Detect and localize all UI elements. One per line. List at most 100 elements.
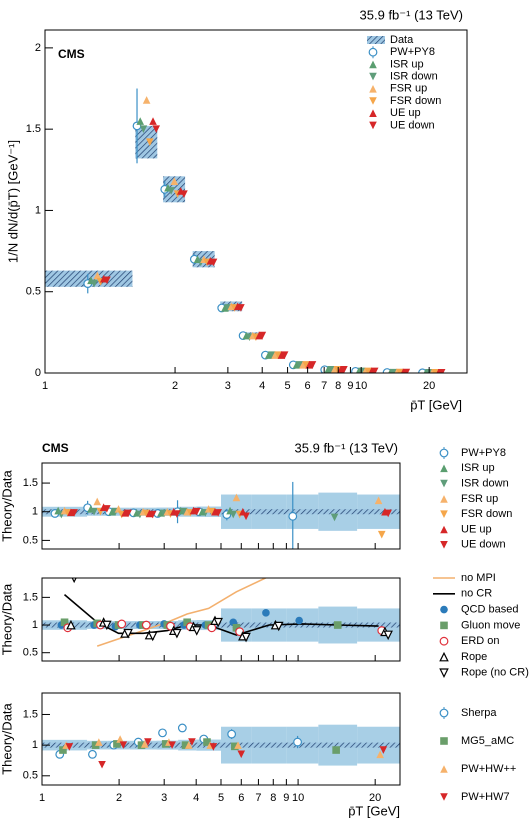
legend-label: PW+HW++ (461, 763, 516, 775)
marker (146, 138, 154, 146)
legend-label: Data (390, 34, 414, 46)
marker (439, 636, 449, 646)
marker (308, 361, 317, 369)
marker (277, 351, 286, 359)
y-tick-label: 1 (35, 204, 41, 216)
marker (114, 505, 123, 513)
marker (71, 578, 77, 584)
marker (440, 495, 448, 503)
x-tick-label: 9 (283, 792, 289, 804)
y-tick-label: 1 (32, 506, 38, 518)
marker (59, 746, 67, 754)
plot-area (45, 88, 446, 373)
legend-label: Rope (no CR) (461, 667, 529, 679)
marker (273, 621, 284, 632)
marker (293, 737, 302, 747)
x-tick-label: 5 (218, 792, 224, 804)
marker (440, 479, 448, 488)
marker (376, 750, 384, 759)
marker (369, 60, 377, 69)
legend-label: PW+PY8 (461, 447, 506, 459)
x-tick-label: 3 (225, 380, 231, 392)
marker (102, 620, 112, 631)
marker (167, 187, 175, 195)
marker (368, 367, 375, 373)
marker (305, 361, 314, 369)
marker (157, 509, 165, 517)
marker (369, 85, 377, 93)
x-tick-label: 10 (292, 792, 304, 804)
marker (440, 765, 448, 773)
marker (368, 47, 378, 57)
legend-label: ERD on (461, 635, 500, 647)
marker (369, 72, 377, 81)
unity-line (42, 509, 400, 515)
x-tick-label: 4 (259, 380, 265, 392)
marker (181, 741, 190, 749)
marker (369, 109, 377, 117)
marker (234, 741, 242, 749)
marker (437, 369, 446, 373)
marker (116, 735, 124, 743)
x-tick-label: 7 (255, 792, 261, 804)
marker (140, 740, 149, 748)
marker (168, 741, 176, 749)
marker (337, 365, 345, 373)
marker (63, 509, 72, 517)
marker (440, 541, 448, 549)
y-axis-label: Theory/Data (0, 583, 14, 655)
marker (180, 190, 188, 198)
marker (65, 743, 74, 751)
marker (383, 630, 393, 641)
marker (108, 507, 116, 516)
plot-area (42, 578, 400, 647)
annotation: CMS (42, 441, 69, 455)
legend-marker (367, 36, 385, 44)
plot-frame (44, 29, 468, 374)
marker (103, 505, 111, 513)
unity-line (42, 742, 400, 748)
marker (95, 738, 103, 746)
marker (231, 742, 239, 751)
marker (370, 367, 379, 373)
legend-label: Sherpa (461, 707, 497, 719)
marker (295, 616, 303, 625)
marker (67, 508, 75, 517)
marker (66, 619, 76, 630)
marker (207, 507, 216, 516)
marker (333, 621, 342, 629)
marker (232, 624, 241, 632)
marker (439, 708, 449, 718)
legend-label: UE up (390, 107, 421, 119)
marker (255, 331, 263, 340)
y-tick-label: 1.5 (23, 591, 38, 603)
legend-label: FSR up (461, 493, 498, 505)
marker (148, 510, 157, 519)
legend-label: no CR (461, 588, 492, 600)
marker (221, 304, 229, 312)
marker (103, 276, 111, 285)
legend-label: MG5_aMC (461, 735, 514, 747)
y-tick-label: 1.5 (26, 123, 41, 135)
x-tick-label: 1 (39, 792, 45, 804)
x-tick-label: 20 (423, 380, 435, 392)
marker (121, 509, 129, 517)
marker (191, 626, 202, 636)
marker (177, 723, 187, 733)
y-axis-label: 1/N dN/d(p̄T) [GeV⁻¹] (5, 140, 20, 263)
marker (241, 632, 251, 643)
marker (271, 351, 279, 359)
marker (142, 509, 151, 518)
marker (440, 605, 448, 614)
marker (237, 304, 245, 312)
marker (227, 729, 237, 739)
plot-area (42, 481, 400, 549)
marker (90, 279, 98, 288)
marker (136, 117, 145, 125)
legend-label: UE down (390, 119, 435, 131)
annotation: CMS (58, 47, 85, 61)
marker (93, 271, 102, 280)
chart-title: 35.9 fb⁻¹ (13 TeV) (295, 440, 398, 455)
marker (242, 512, 250, 521)
marker (209, 743, 218, 751)
